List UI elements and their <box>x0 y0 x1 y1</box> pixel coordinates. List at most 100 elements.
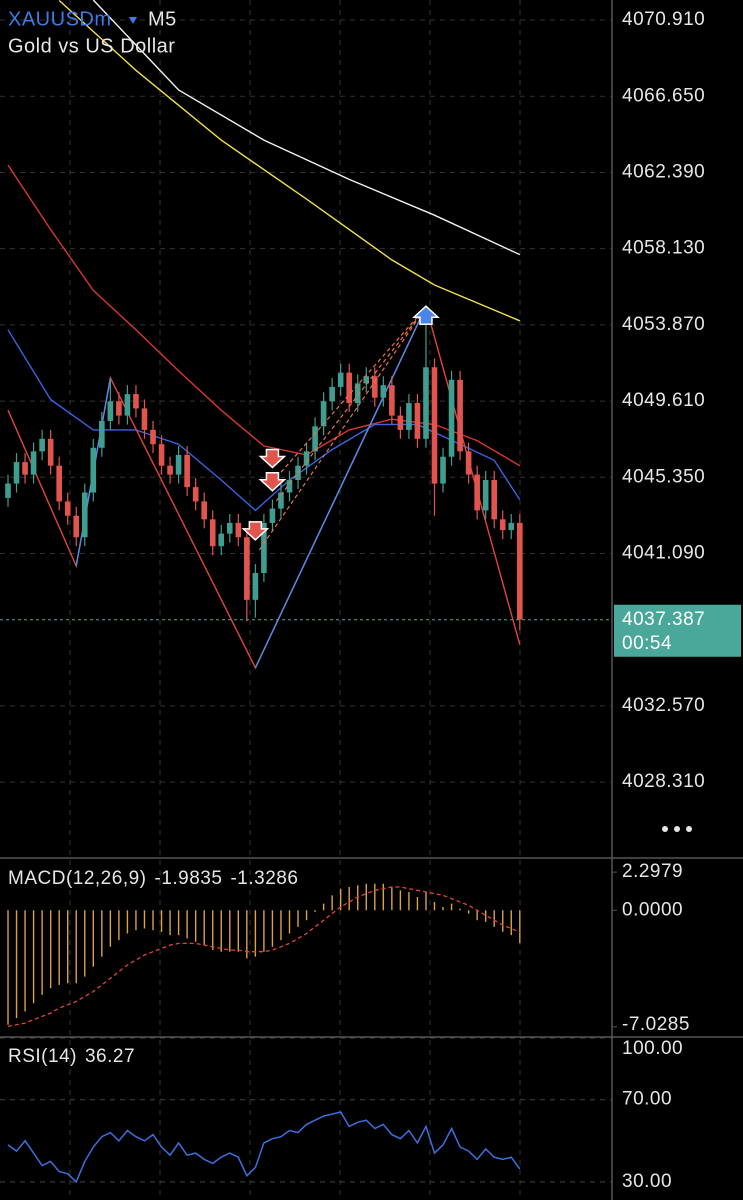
candle-body <box>150 429 156 445</box>
symbol-dropdown[interactable] <box>129 17 137 24</box>
candle-body <box>124 394 131 416</box>
candle-body <box>337 372 344 387</box>
sell-arrow <box>258 471 287 492</box>
candle-body <box>346 372 352 404</box>
candle-body <box>261 522 267 574</box>
y-tick-label: 100.00 <box>622 1038 683 1059</box>
sell-arrow <box>241 521 270 541</box>
candle-body <box>320 401 327 427</box>
candle-body <box>244 537 250 600</box>
y-tick-label: 70.00 <box>622 1089 672 1110</box>
candle-body <box>90 447 97 493</box>
dot <box>662 826 668 832</box>
y-tick-label: 4066.650 <box>622 85 705 106</box>
overlay-line <box>7 304 521 670</box>
rsi-value: 36.27 <box>85 1046 135 1067</box>
y-tick-label: 4032.570 <box>622 695 705 716</box>
y-tick-label: 4041.090 <box>622 543 705 564</box>
symbol[interactable]: XAUUSDm <box>8 8 112 30</box>
candle-body <box>440 456 446 484</box>
candle-body <box>167 465 173 475</box>
candle-body <box>286 479 293 493</box>
candle-body <box>406 403 412 430</box>
candle-body <box>354 383 361 404</box>
current-price-box <box>614 604 741 657</box>
y-tick-label: 4053.870 <box>622 314 705 335</box>
candle-body <box>64 501 71 516</box>
signal-line <box>7 886 521 1028</box>
candle-body <box>371 376 378 398</box>
rsi-line <box>7 1111 521 1184</box>
candle-body <box>201 501 207 520</box>
candle-body <box>423 367 429 439</box>
candle-body <box>175 454 182 475</box>
pane: 4070.910 4066.650 4062.390 4058.130 4053.870… <box>0 0 741 792</box>
candle-body <box>235 522 242 538</box>
candle-body <box>508 522 515 531</box>
candle-body <box>39 438 45 452</box>
buy-arrow <box>412 305 440 325</box>
y-tick-label: 4062.390 <box>622 161 705 182</box>
dot <box>674 826 680 832</box>
candle-body <box>218 533 225 547</box>
candle-body <box>81 492 88 538</box>
subtitle: Gold vs US Dollar <box>8 35 175 57</box>
overlay-line <box>58 0 521 322</box>
candle-body <box>133 394 139 409</box>
candle-body <box>312 426 318 452</box>
candle-body <box>209 519 216 547</box>
y-tick-label: -7.0285 <box>622 1014 690 1035</box>
timeframe[interactable]: M5 <box>148 8 177 30</box>
candle-body <box>226 522 233 534</box>
overlay-line <box>254 306 427 669</box>
y-tick-label: 2.2979 <box>622 861 683 882</box>
candle-body <box>329 386 335 402</box>
y-tick-label: 4049.610 <box>622 390 705 411</box>
candle-body <box>431 367 438 484</box>
candle-body <box>141 408 148 430</box>
candle-body <box>269 508 276 523</box>
candle-body <box>482 479 489 511</box>
candle-body <box>414 403 421 439</box>
candle-body <box>99 420 105 448</box>
y-tick-label: 4028.310 <box>622 771 705 792</box>
signal-value: -1.3286 <box>230 868 298 889</box>
y-tick-label: 4058.130 <box>622 238 705 259</box>
candle-body <box>278 492 284 509</box>
candle-body <box>491 479 498 520</box>
candle-body <box>303 451 310 466</box>
candle-body <box>73 515 80 538</box>
candle-body <box>397 415 404 430</box>
y-tick-label: 4070.910 <box>622 9 705 30</box>
candle-body <box>22 462 28 475</box>
y-tick-label: 0.0000 <box>622 899 683 920</box>
candle-body <box>389 385 395 416</box>
candle-body <box>56 465 62 502</box>
trade-link <box>275 306 427 502</box>
pane: 2.2979 0.0000 -7.0285 <box>7 861 690 1035</box>
candle-body <box>192 487 199 502</box>
trade-link <box>275 306 427 478</box>
candle-body <box>499 519 506 531</box>
candle-body <box>5 483 11 498</box>
candle-body <box>13 462 20 484</box>
dot <box>686 826 692 832</box>
countdown: 00:54 <box>622 633 672 654</box>
y-tick-label: 30.00 <box>622 1171 672 1192</box>
sell-arrow <box>258 448 287 469</box>
more-menu[interactable] <box>662 826 692 832</box>
macd-title: MACD(12,26,9) -1.9835 -1.3286 <box>8 868 298 889</box>
candle-body <box>47 438 54 466</box>
candle-body <box>517 522 523 620</box>
candle-body <box>448 379 455 457</box>
rsi-title: RSI(14) 36.27 <box>8 1046 135 1067</box>
candle-body <box>116 401 122 416</box>
candle-body <box>457 379 463 452</box>
candle-body <box>252 573 259 600</box>
macd-name: MACD(12,26,9) <box>8 868 147 889</box>
